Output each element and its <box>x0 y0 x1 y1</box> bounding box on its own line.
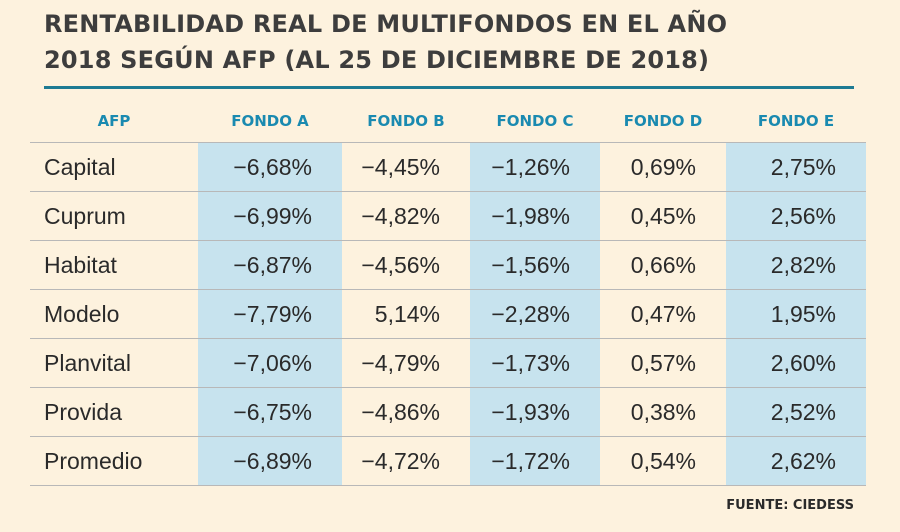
afp-name-cell: Promedio <box>30 436 198 486</box>
returns-table: AFP FONDO A FONDO B FONDO C FONDO D FONDO E C… <box>30 100 866 486</box>
return-value-cell: −4,86% <box>342 387 470 437</box>
return-value-cell: −7,79% <box>198 289 342 339</box>
return-value-cell: −6,99% <box>198 191 342 241</box>
column-header-fondo-c: FONDO C <box>496 112 574 130</box>
return-value-cell: −6,75% <box>198 387 342 437</box>
return-value-cell: −1,56% <box>470 240 600 290</box>
return-value-cell: 2,56% <box>726 191 866 241</box>
return-value-cell: −2,28% <box>470 289 600 339</box>
return-value-cell: 2,60% <box>726 338 866 388</box>
return-value-cell: −4,45% <box>342 142 470 192</box>
table-row: Cuprum −6,99% −4,82% −1,98% 0,45% 2,56% <box>30 191 866 241</box>
return-value-cell: −4,72% <box>342 436 470 486</box>
header-row: AFP FONDO A FONDO B FONDO C FONDO D FONDO E <box>30 100 866 143</box>
table-header: AFP FONDO A FONDO B FONDO C FONDO D FONDO E <box>30 100 866 143</box>
afp-name-cell: Planvital <box>30 338 198 388</box>
return-value-cell: 1,95% <box>726 289 866 339</box>
afp-name-cell: Provida <box>30 387 198 437</box>
afp-name-cell: Cuprum <box>30 191 198 241</box>
return-value-cell: 0,45% <box>600 191 726 241</box>
return-value-cell: −7,06% <box>198 338 342 388</box>
title-line-1: RENTABILIDAD REAL DE MULTIFONDOS EN EL A… <box>44 10 728 38</box>
column-header-fondo-d: FONDO D <box>623 112 703 130</box>
table-row: Planvital −7,06% −4,79% −1,73% 0,57% 2,60% <box>30 338 866 388</box>
table-row: Promedio −6,89% −4,72% −1,72% 0,54% 2,62% <box>30 436 866 486</box>
return-value-cell: 0,57% <box>600 338 726 388</box>
return-value-cell: −1,72% <box>470 436 600 486</box>
return-value-cell: −1,73% <box>470 338 600 388</box>
table-title: RENTABILIDAD REAL DE MULTIFONDOS EN EL A… <box>44 6 727 78</box>
return-value-cell: 2,52% <box>726 387 866 437</box>
table-row: Capital −6,68% −4,45% −1,26% 0,69% 2,75% <box>30 142 866 192</box>
return-value-cell: −6,89% <box>198 436 342 486</box>
column-header-fondo-e: FONDO E <box>757 112 835 130</box>
table-row: Modelo −7,79% 5,14% −2,28% 0,47% 1,95% <box>30 289 866 339</box>
return-value-cell: 0,54% <box>600 436 726 486</box>
return-value-cell: 0,66% <box>600 240 726 290</box>
column-header-fondo-b: FONDO B <box>367 112 445 130</box>
afp-name-cell: Capital <box>30 142 198 192</box>
return-value-cell: 2,62% <box>726 436 866 486</box>
return-value-cell: −4,82% <box>342 191 470 241</box>
title-rule <box>44 86 854 89</box>
return-value-cell: 2,82% <box>726 240 866 290</box>
return-value-cell: −1,26% <box>470 142 600 192</box>
return-value-cell: −1,98% <box>470 191 600 241</box>
table-row: Habitat −6,87% −4,56% −1,56% 0,66% 2,82% <box>30 240 866 290</box>
source-note: FUENTE: CIEDESS <box>726 498 854 513</box>
return-value-cell: −4,56% <box>342 240 470 290</box>
afp-name-cell: Modelo <box>30 289 198 339</box>
title-line-2: 2018 SEGÚN AFP (AL 25 DE DICIEMBRE DE 20… <box>44 46 710 74</box>
return-value-cell: 5,14% <box>342 289 470 339</box>
return-value-cell: 0,38% <box>600 387 726 437</box>
afp-name-cell: Habitat <box>30 240 198 290</box>
table-body: Capital −6,68% −4,45% −1,26% 0,69% 2,75% Cupru… <box>30 142 866 486</box>
return-value-cell: 0,47% <box>600 289 726 339</box>
return-value-cell: −1,93% <box>470 387 600 437</box>
table-row: Provida −6,75% −4,86% −1,93% 0,38% 2,52% <box>30 387 866 437</box>
column-header-fondo-a: FONDO A <box>231 112 309 130</box>
return-value-cell: 0,69% <box>600 142 726 192</box>
return-value-cell: 2,75% <box>726 142 866 192</box>
column-header-afp: AFP <box>97 112 131 130</box>
return-value-cell: −6,68% <box>198 142 342 192</box>
return-value-cell: −4,79% <box>342 338 470 388</box>
return-value-cell: −6,87% <box>198 240 342 290</box>
